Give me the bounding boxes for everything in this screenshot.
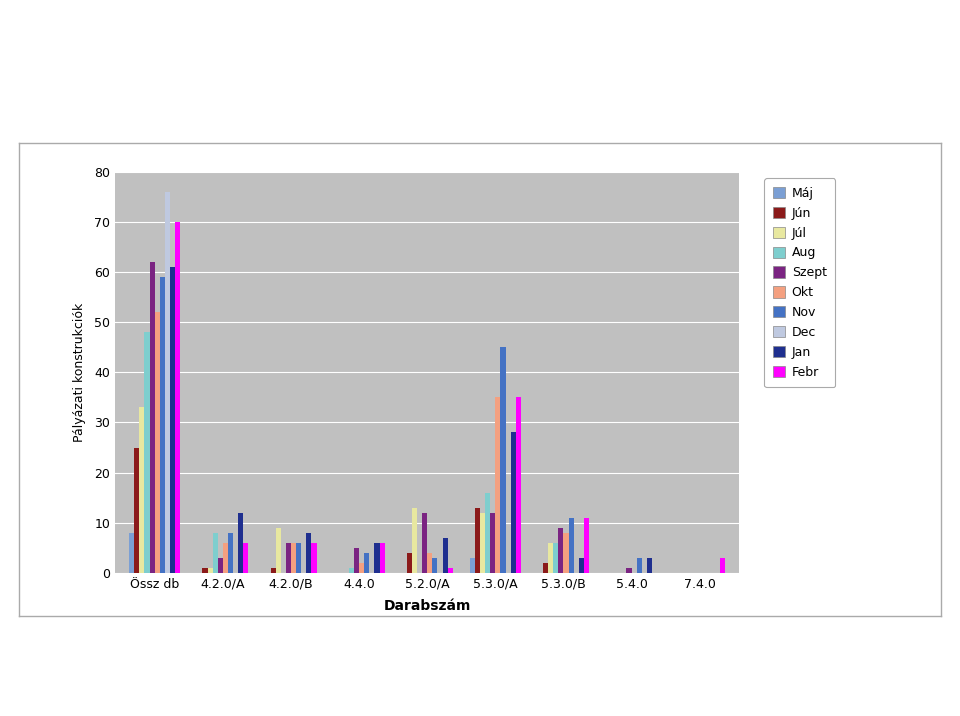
Bar — [354, 548, 359, 573]
Bar — [159, 277, 165, 573]
Bar — [348, 568, 354, 573]
Bar — [165, 192, 170, 573]
Bar — [447, 568, 453, 573]
Bar — [427, 553, 432, 573]
Bar — [379, 543, 385, 573]
Bar — [475, 508, 480, 573]
Bar — [564, 533, 568, 573]
Bar — [636, 558, 642, 573]
Bar — [311, 543, 317, 573]
Bar — [443, 538, 447, 573]
Bar — [407, 553, 412, 573]
Bar — [155, 312, 159, 573]
Bar — [485, 493, 491, 573]
Bar — [432, 558, 438, 573]
Text: szerint: szerint — [440, 94, 520, 114]
Bar — [511, 432, 516, 573]
Bar — [359, 563, 364, 573]
Bar — [364, 553, 370, 573]
Bar — [276, 528, 280, 573]
Bar — [306, 533, 311, 573]
Bar — [627, 568, 632, 573]
Bar — [720, 558, 725, 573]
Bar — [500, 347, 506, 573]
Bar — [223, 543, 228, 573]
Bar — [584, 518, 589, 573]
Bar — [286, 543, 291, 573]
Bar — [271, 568, 276, 573]
Bar — [548, 543, 553, 573]
Bar — [568, 518, 574, 573]
Bar — [207, 568, 212, 573]
Bar — [170, 267, 175, 573]
Bar — [491, 513, 495, 573]
Bar — [130, 533, 134, 573]
Bar — [291, 543, 296, 573]
Bar — [218, 558, 223, 573]
Bar — [516, 397, 521, 573]
Bar — [228, 533, 233, 573]
Legend: Máj, Jún, Júl, Aug, Szept, Okt, Nov, Dec, Jan, Febr: Máj, Jún, Júl, Aug, Szept, Okt, Nov, Dec… — [764, 178, 835, 387]
Text: A benyújtott pályázatok beérkezése havi bontásban konstrukciók: A benyújtott pályázatok beérkezése havi … — [94, 44, 866, 65]
Bar — [469, 558, 475, 573]
Bar — [553, 543, 559, 573]
Bar — [134, 448, 139, 573]
Bar — [238, 513, 243, 573]
Bar — [296, 543, 301, 573]
Bar — [647, 558, 652, 573]
Bar — [495, 397, 500, 573]
Y-axis label: Pályázati konstrukciók: Pályázati konstrukciók — [73, 303, 86, 442]
Bar — [559, 528, 564, 573]
Bar — [422, 513, 427, 573]
Bar — [175, 222, 180, 573]
Bar — [543, 563, 548, 573]
Bar — [374, 543, 379, 573]
X-axis label: Darabszám: Darabszám — [383, 599, 471, 613]
Bar — [480, 513, 485, 573]
Bar — [139, 407, 145, 573]
Bar — [243, 543, 249, 573]
Bar — [150, 262, 155, 573]
Bar — [145, 332, 150, 573]
Bar — [212, 533, 218, 573]
Bar — [579, 558, 584, 573]
Bar — [203, 568, 207, 573]
Bar — [412, 508, 417, 573]
